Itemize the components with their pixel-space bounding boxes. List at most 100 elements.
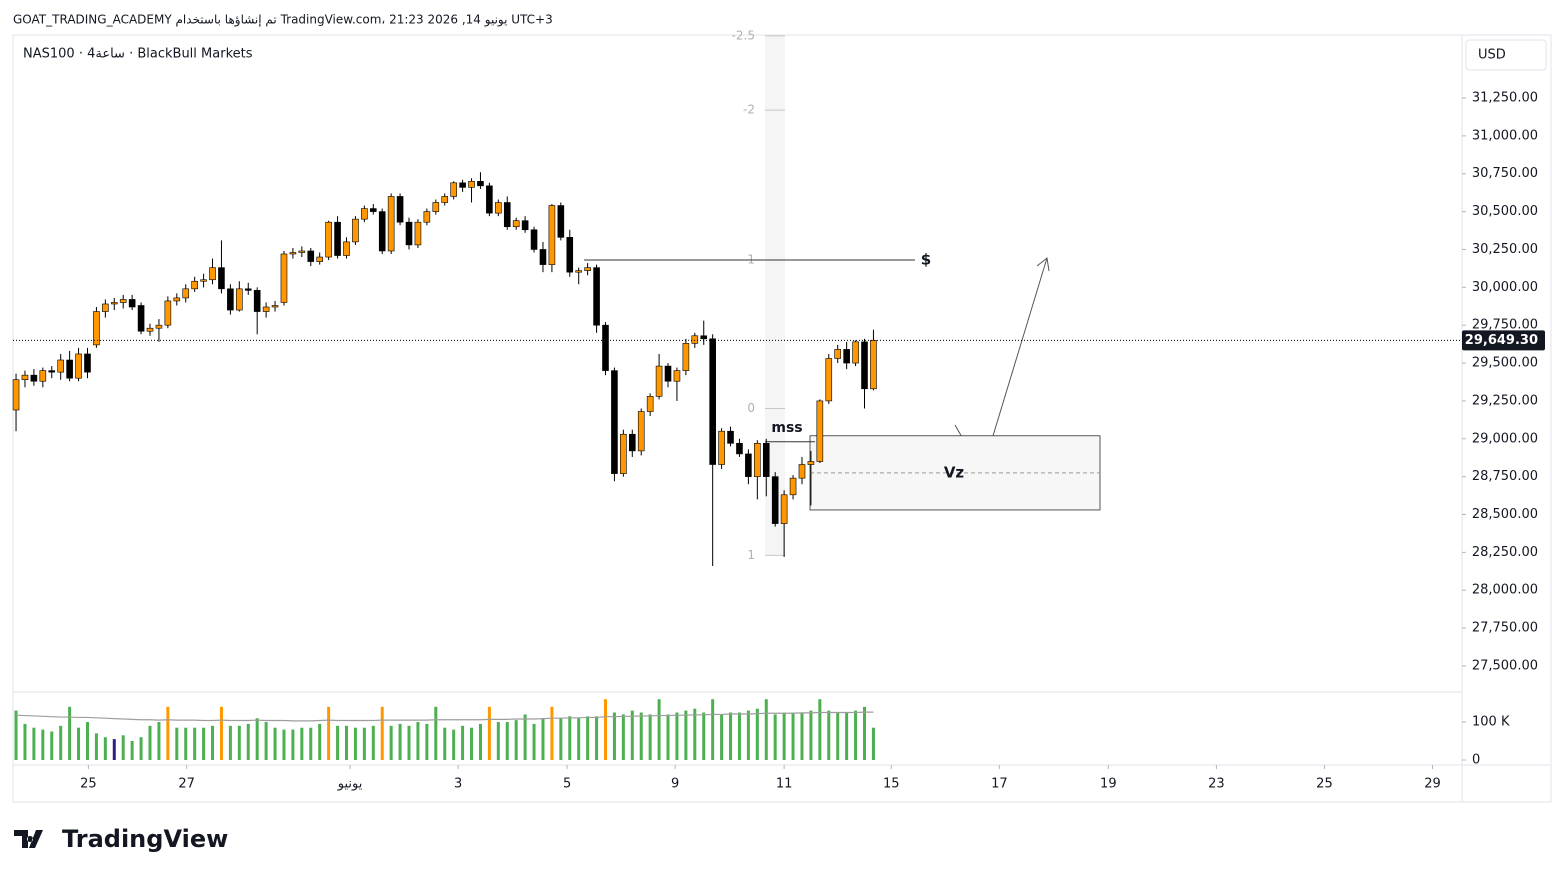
volume-bar: [353, 727, 357, 760]
candle-body: [93, 311, 100, 346]
candle-body: [253, 290, 261, 312]
volume-bar: [434, 706, 438, 760]
candle-body: [852, 341, 859, 364]
candle-body: [548, 205, 556, 265]
candle-body: [396, 196, 404, 223]
volume-bar: [568, 716, 572, 760]
volume-bar: [50, 731, 54, 760]
volume-tick-label: 0: [1472, 753, 1480, 768]
candle-body: [843, 349, 850, 364]
y-tick-label: 30,250.00: [1472, 242, 1538, 257]
volume-bar: [157, 722, 161, 760]
volume-bar: [425, 723, 429, 760]
candle-body: [146, 327, 154, 332]
volume-bar: [532, 723, 536, 760]
volume-bar: [184, 727, 188, 760]
candle-body: [718, 430, 725, 465]
fib-label: 1: [747, 548, 755, 562]
volume-bar: [246, 723, 250, 760]
volume-bar: [871, 727, 875, 760]
volume-bar: [300, 727, 304, 760]
candle-body: [173, 297, 181, 302]
volume-bar: [461, 725, 465, 760]
volume-bar: [791, 712, 795, 760]
volume-bar: [237, 725, 241, 760]
candle-body: [468, 181, 475, 188]
volume-bar: [291, 729, 295, 760]
volume-bar: [452, 729, 456, 760]
volume-bar: [389, 725, 393, 760]
volume-bar: [41, 729, 45, 760]
last-price-label: 29,649.30: [1465, 333, 1538, 348]
volume-bar: [737, 712, 741, 760]
volume-bar: [228, 725, 232, 760]
candle-body: [137, 305, 145, 332]
logo-text: TradingView: [62, 825, 228, 853]
candle-body: [280, 253, 288, 303]
y-tick-label: 28,000.00: [1472, 583, 1538, 598]
volume-bar: [23, 723, 27, 760]
candle-body: [110, 302, 118, 305]
y-tick-label: 31,000.00: [1472, 128, 1538, 143]
volume-bar: [505, 722, 509, 760]
volume-bar: [85, 722, 89, 760]
candle-body: [807, 461, 815, 465]
volume-bar: [380, 706, 384, 760]
candle-body: [352, 218, 359, 243]
volume-bar: [684, 710, 688, 760]
candle-body: [646, 396, 654, 412]
x-tick-label: 17: [991, 777, 1008, 792]
volume-bar: [362, 727, 366, 760]
candle-body: [620, 433, 627, 474]
candle-body: [825, 358, 833, 402]
volume-bar: [550, 706, 554, 760]
candle-body: [57, 359, 64, 373]
candle-body: [655, 365, 663, 397]
volume-bar: [666, 714, 670, 760]
y-tick-label: 30,000.00: [1472, 280, 1538, 295]
currency-button[interactable]: [1465, 39, 1547, 71]
symbol: NAS100 · 4ساعة · BlackBull Markets: [23, 47, 253, 62]
volume-bar: [541, 718, 545, 760]
x-tick-label: 25: [1316, 777, 1333, 792]
candle-body: [12, 379, 20, 411]
candle-body: [861, 341, 868, 390]
x-tick-label: 25: [80, 777, 97, 792]
volume-bar: [148, 725, 152, 760]
volume-bar: [845, 712, 849, 760]
x-tick-label: 27: [178, 777, 195, 792]
candle-body: [334, 221, 341, 256]
last-price-box: [1462, 330, 1545, 351]
x-tick-label: 3: [454, 777, 462, 792]
volume-bar: [675, 712, 679, 760]
candle-body: [575, 270, 583, 273]
y-tick-label: 28,750.00: [1472, 469, 1538, 484]
candle-body: [816, 400, 824, 462]
volume-bar: [478, 723, 482, 760]
y-tick-label: 27,750.00: [1472, 621, 1538, 636]
y-tick-label: 27,500.00: [1472, 658, 1538, 673]
candle-body: [200, 279, 207, 282]
volume-bar: [729, 712, 733, 760]
candle-body: [343, 241, 350, 256]
volume-bar: [416, 722, 420, 760]
candle-body: [602, 324, 609, 371]
volume-bar: [309, 727, 313, 760]
y-tick-label: 30,750.00: [1472, 166, 1538, 181]
y-tick-label: 31,250.00: [1472, 91, 1538, 106]
candle-body: [262, 306, 270, 312]
candle-body: [423, 211, 431, 223]
candle-body: [405, 221, 413, 246]
candle-body: [673, 370, 681, 382]
currency[interactable]: USD: [1478, 48, 1506, 63]
x-tick-label: 9: [671, 777, 679, 792]
volume-bar: [193, 727, 197, 760]
candle-body: [209, 267, 216, 281]
candle-body: [503, 202, 511, 228]
candle-body: [227, 288, 234, 311]
volume-bar: [764, 699, 768, 760]
candle-body: [486, 185, 493, 214]
volume-ma: [16, 711, 874, 722]
volume-bar: [68, 706, 72, 760]
volume-bar: [854, 710, 858, 760]
